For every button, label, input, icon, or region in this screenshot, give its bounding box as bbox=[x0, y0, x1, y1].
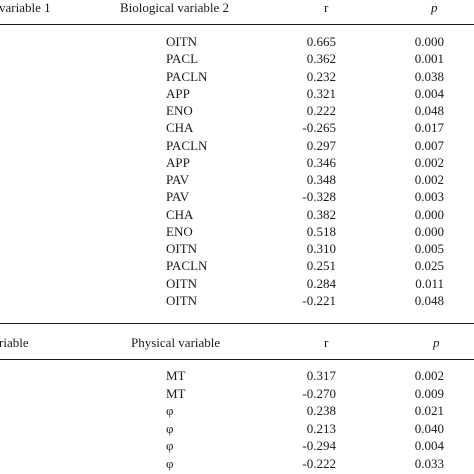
table2-col4-header: p bbox=[433, 335, 440, 350]
p-value-cell: 0.011 bbox=[415, 275, 444, 291]
p-value-cell: 0.004 bbox=[414, 85, 444, 101]
table-row: φ 0.213 0.040 bbox=[0, 420, 474, 437]
variable-cell: PACLN bbox=[166, 68, 208, 84]
variable-cell: ENO bbox=[166, 103, 193, 118]
r-value-cell: 0.232 bbox=[306, 68, 336, 84]
variable-cell: OITN bbox=[166, 241, 198, 256]
r-value-cell: 0.362 bbox=[306, 51, 336, 67]
p-value-cell: 0.025 bbox=[414, 258, 444, 274]
table-row: OITN 0.284 0.011 bbox=[0, 275, 474, 292]
table1-col4-header: p bbox=[431, 0, 438, 15]
r-value-cell: 0.238 bbox=[306, 403, 336, 418]
table-row: OITN 0.310 0.005 bbox=[0, 240, 474, 257]
variable-cell: PACLN bbox=[166, 137, 208, 153]
p-value-cell: 0.007 bbox=[414, 137, 444, 153]
p-value-cell: 0.040 bbox=[414, 420, 444, 436]
table2-col2-header: Physical variable bbox=[131, 335, 221, 350]
r-value-cell: -0.270 bbox=[302, 385, 336, 401]
table-row: OITN 0.665 0.000 bbox=[0, 33, 474, 50]
table1-bottom-rule bbox=[0, 323, 474, 324]
table-row: PACLN 0.251 0.025 bbox=[0, 257, 474, 274]
variable-cell: APP bbox=[166, 85, 190, 101]
variable-cell: OITN bbox=[166, 34, 198, 49]
variable-cell: PACL bbox=[166, 51, 199, 67]
r-value-cell: -0.222 bbox=[302, 455, 336, 471]
table1-col3-header: r bbox=[324, 0, 329, 15]
p-value-cell: 0.038 bbox=[414, 68, 444, 84]
p-value-cell: 0.000 bbox=[414, 206, 444, 222]
r-value-cell: 0.321 bbox=[306, 85, 336, 101]
p-value-cell: 0.048 bbox=[414, 292, 444, 308]
variable-cell: MT bbox=[166, 368, 186, 383]
r-value-cell: -0.328 bbox=[302, 189, 336, 205]
p-value-cell: 0.002 bbox=[414, 154, 444, 170]
p-value-cell: 0.002 bbox=[414, 172, 444, 187]
table2-col3-header: r bbox=[324, 335, 329, 350]
table-row: MT 0.317 0.002 bbox=[0, 367, 474, 384]
p-value-cell: 0.000 bbox=[414, 34, 444, 49]
table-row: φ 0.238 0.021 bbox=[0, 402, 474, 419]
variable-cell: CHA bbox=[166, 206, 194, 222]
variable-cell: PAV bbox=[166, 172, 190, 187]
r-value-cell: 0.382 bbox=[306, 206, 336, 222]
r-value-cell: -0.294 bbox=[302, 438, 336, 453]
r-value-cell: -0.221 bbox=[302, 292, 336, 308]
table-row: OITN -0.221 0.048 bbox=[0, 292, 474, 309]
table1-header-rule bbox=[0, 24, 474, 25]
table-row: φ -0.222 0.033 bbox=[0, 455, 474, 472]
table-row: PACLN 0.297 0.007 bbox=[0, 137, 474, 154]
variable-cell: φ bbox=[166, 455, 174, 471]
table-row: ENO 0.222 0.048 bbox=[0, 102, 474, 119]
table-row: PACL 0.362 0.001 bbox=[0, 50, 474, 67]
variable-cell: ENO bbox=[166, 223, 193, 239]
variable-cell: φ bbox=[166, 403, 174, 418]
p-value-cell: 0.017 bbox=[414, 120, 444, 136]
table-row: PAV -0.328 0.003 bbox=[0, 188, 474, 205]
table-row: CHA -0.265 0.017 bbox=[0, 119, 474, 136]
table2-header-rule bbox=[0, 359, 474, 360]
table-row: ENO 0.518 0.000 bbox=[0, 223, 474, 240]
p-value-cell: 0.048 bbox=[414, 103, 444, 118]
table1-col2-header: Biological variable 2 bbox=[120, 0, 230, 15]
p-value-cell: 0.002 bbox=[414, 368, 444, 383]
r-value-cell: 0.346 bbox=[306, 154, 336, 170]
variable-cell: PACLN bbox=[166, 258, 208, 274]
p-value-cell: 0.003 bbox=[414, 189, 444, 205]
r-value-cell: 0.317 bbox=[306, 368, 336, 383]
p-value-cell: 0.005 bbox=[414, 241, 444, 256]
r-value-cell: 0.665 bbox=[306, 34, 336, 49]
table-row: PAV 0.348 0.002 bbox=[0, 171, 474, 188]
r-value-cell: 0.310 bbox=[306, 241, 336, 256]
r-value-cell: 0.518 bbox=[306, 223, 336, 239]
variable-cell: PAV bbox=[166, 189, 190, 205]
p-value-cell: 0.001 bbox=[414, 51, 444, 67]
variable-cell: OITN bbox=[166, 292, 198, 308]
r-value-cell: 0.297 bbox=[306, 137, 336, 153]
r-value-cell: 0.284 bbox=[306, 275, 336, 291]
variable-cell: CHA bbox=[166, 120, 194, 136]
r-value-cell: 0.213 bbox=[306, 420, 336, 436]
table-row: APP 0.321 0.004 bbox=[0, 85, 474, 102]
p-value-cell: 0.000 bbox=[414, 223, 444, 239]
variable-cell: φ bbox=[166, 438, 174, 453]
p-value-cell: 0.004 bbox=[414, 438, 444, 453]
table-row: MT -0.270 0.009 bbox=[0, 385, 474, 402]
p-value-cell: 0.021 bbox=[414, 403, 444, 418]
r-value-cell: 0.251 bbox=[306, 258, 336, 274]
p-value-cell: 0.033 bbox=[414, 455, 444, 471]
variable-cell: OITN bbox=[166, 275, 198, 291]
r-value-cell: 0.222 bbox=[306, 103, 336, 118]
table-row: φ -0.294 0.004 bbox=[0, 437, 474, 454]
variable-cell: MT bbox=[166, 385, 186, 401]
r-value-cell: 0.348 bbox=[306, 172, 336, 187]
table-row: PACLN 0.232 0.038 bbox=[0, 68, 474, 85]
table-row: APP 0.346 0.002 bbox=[0, 154, 474, 171]
table1-col1-header: variable 1 bbox=[0, 0, 51, 15]
table-row: CHA 0.382 0.000 bbox=[0, 206, 474, 223]
p-value-cell: 0.009 bbox=[414, 385, 444, 401]
table2-col1-header: riable bbox=[0, 335, 29, 350]
r-value-cell: -0.265 bbox=[302, 120, 336, 136]
variable-cell: APP bbox=[166, 154, 190, 170]
variable-cell: φ bbox=[166, 420, 174, 436]
